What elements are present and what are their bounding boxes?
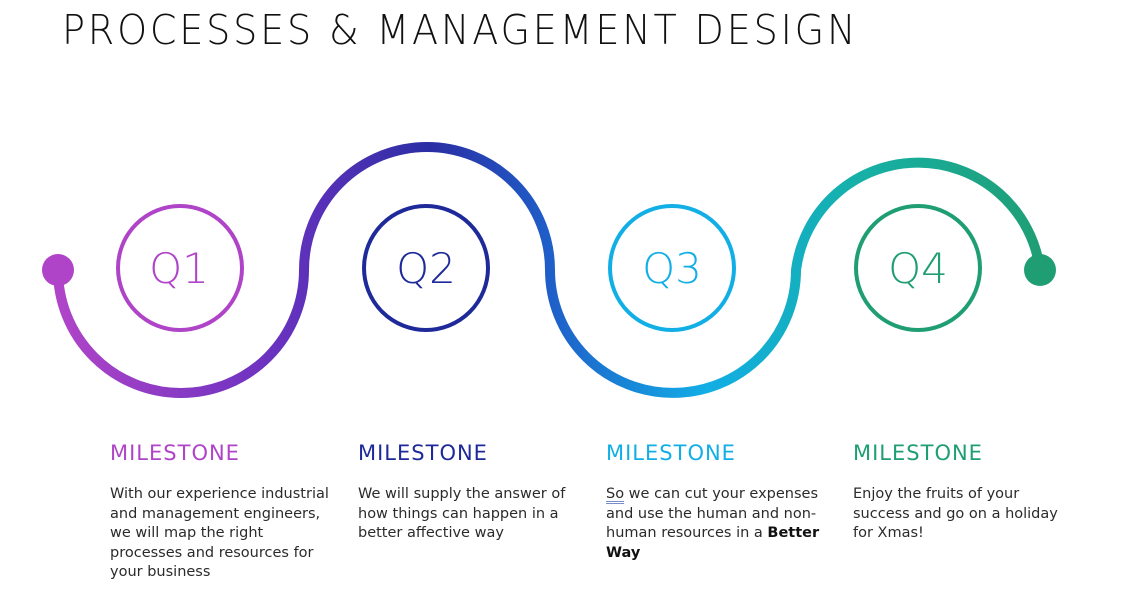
q4-label: Q4: [888, 244, 948, 293]
q1-milestone-heading: MILESTONE: [110, 441, 240, 465]
q1-ring: [116, 204, 244, 332]
q4-node: Q4: [854, 204, 982, 332]
q3-description: So we can cut your expenses and use the …: [606, 485, 826, 563]
q2-ring: [362, 204, 490, 332]
q4-milestone-heading: MILESTONE: [853, 441, 983, 465]
q2-label: Q2: [396, 244, 456, 293]
q3-description-prefix: So: [606, 486, 625, 502]
q1-label: Q1: [149, 244, 209, 293]
q3-node: Q3: [608, 204, 736, 332]
q2-milestone-heading: MILESTONE: [358, 441, 488, 465]
page-title: PROCESSES & MANAGEMENT DESIGN: [62, 6, 859, 54]
start-dot: [42, 254, 74, 286]
end-dot: [1024, 254, 1056, 286]
q4-ring: [854, 204, 982, 332]
q3-ring: [608, 204, 736, 332]
q2-node: Q2: [362, 204, 490, 332]
q3-milestone-heading: MILESTONE: [606, 441, 736, 465]
q3-description-main: we can cut your expenses and use the hum…: [606, 486, 818, 541]
q3-description-bold: Better Way: [606, 525, 820, 561]
q2-description: We will supply the answer of how things …: [358, 486, 566, 541]
q1-description: With our experience industrial and manag…: [110, 486, 329, 580]
q3-label: Q3: [642, 244, 702, 293]
q1-node: Q1: [116, 204, 244, 332]
q4-description: Enjoy the fruits of your success and go …: [853, 486, 1058, 541]
wave-path: [53, 142, 1045, 398]
